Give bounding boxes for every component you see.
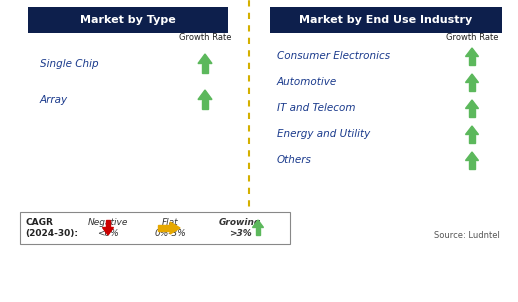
- Text: <0%: <0%: [97, 229, 119, 238]
- Text: IT and Telecom: IT and Telecom: [277, 103, 355, 113]
- Polygon shape: [466, 74, 479, 82]
- Text: Automotive: Automotive: [277, 77, 337, 87]
- Text: 0%-3%: 0%-3%: [154, 229, 186, 238]
- Polygon shape: [469, 134, 474, 143]
- Polygon shape: [469, 160, 474, 169]
- Polygon shape: [202, 63, 208, 73]
- Bar: [28, 7, 228, 33]
- Polygon shape: [466, 48, 479, 56]
- Polygon shape: [170, 222, 180, 234]
- Text: >3%: >3%: [228, 229, 251, 238]
- FancyBboxPatch shape: [20, 212, 290, 244]
- Text: Others: Others: [277, 155, 312, 165]
- Polygon shape: [256, 227, 261, 235]
- Text: Negative: Negative: [88, 218, 128, 227]
- Polygon shape: [466, 100, 479, 108]
- Text: Source: Ludntel: Source: Ludntel: [434, 231, 500, 240]
- Text: Market by End Use Industry: Market by End Use Industry: [299, 15, 472, 25]
- Bar: [270, 7, 502, 33]
- Polygon shape: [466, 152, 479, 160]
- Text: Growth Rate: Growth Rate: [179, 33, 231, 42]
- Polygon shape: [469, 108, 474, 117]
- Polygon shape: [202, 99, 208, 109]
- Polygon shape: [466, 126, 479, 134]
- Polygon shape: [103, 227, 113, 235]
- Text: CAGR
(2024-30):: CAGR (2024-30):: [25, 218, 78, 238]
- Polygon shape: [469, 56, 474, 65]
- Polygon shape: [469, 82, 474, 91]
- Polygon shape: [158, 226, 170, 230]
- Polygon shape: [252, 220, 264, 227]
- Polygon shape: [198, 90, 212, 99]
- Text: Energy and Utility: Energy and Utility: [277, 129, 370, 139]
- Polygon shape: [198, 54, 212, 63]
- Polygon shape: [106, 220, 110, 227]
- Text: Growing: Growing: [219, 218, 261, 227]
- Text: Flat: Flat: [162, 218, 178, 227]
- Text: Array: Array: [40, 95, 68, 105]
- Text: Growth Rate: Growth Rate: [446, 33, 498, 42]
- Text: Single Chip: Single Chip: [40, 59, 98, 69]
- Text: Market by Type: Market by Type: [80, 15, 176, 25]
- Text: Consumer Electronics: Consumer Electronics: [277, 51, 390, 61]
